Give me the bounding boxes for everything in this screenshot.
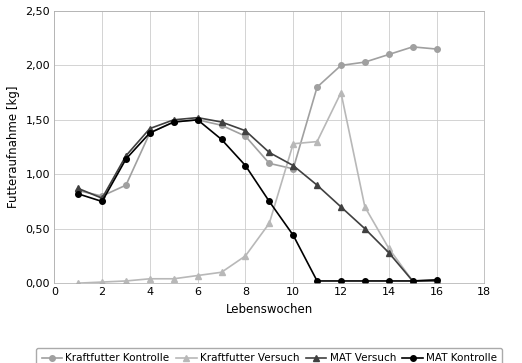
MAT Versuch [266,150,272,155]
Kraftfutter Versuch [314,139,320,144]
Legend: Kraftfutter Kontrolle, Kraftfutter Versuch, MAT Versuch, MAT Kontrolle: Kraftfutter Kontrolle, Kraftfutter Versu… [37,348,502,363]
Kraftfutter Kontrolle [266,161,272,166]
Kraftfutter Kontrolle [314,85,320,89]
Kraftfutter Kontrolle [242,134,248,138]
MAT Versuch [99,196,105,200]
Kraftfutter Kontrolle [362,60,368,64]
MAT Kontrolle [75,192,81,196]
Kraftfutter Versuch [123,279,129,283]
Kraftfutter Versuch [218,270,224,274]
MAT Kontrolle [290,233,296,237]
MAT Kontrolle [266,199,272,204]
Kraftfutter Kontrolle [123,183,129,187]
MAT Versuch [242,129,248,133]
MAT Versuch [123,154,129,158]
Kraftfutter Versuch [99,280,105,284]
Kraftfutter Versuch [362,205,368,209]
Line: MAT Kontrolle: MAT Kontrolle [75,117,440,284]
Kraftfutter Versuch [386,246,392,250]
MAT Kontrolle [338,279,344,283]
MAT Kontrolle [314,279,320,283]
Kraftfutter Kontrolle [338,63,344,68]
MAT Kontrolle [410,279,416,283]
Line: MAT Versuch: MAT Versuch [75,115,440,284]
Kraftfutter Kontrolle [433,47,440,51]
MAT Versuch [290,163,296,168]
MAT Kontrolle [386,279,392,283]
MAT Versuch [195,115,201,120]
Kraftfutter Kontrolle [99,194,105,198]
MAT Versuch [171,118,177,122]
MAT Kontrolle [171,120,177,124]
Kraftfutter Kontrolle [218,123,224,127]
MAT Kontrolle [433,278,440,282]
MAT Kontrolle [147,131,153,135]
Line: Kraftfutter Versuch: Kraftfutter Versuch [75,90,440,286]
Kraftfutter Versuch [266,221,272,225]
Kraftfutter Versuch [75,281,81,285]
Kraftfutter Kontrolle [75,188,81,193]
MAT Versuch [218,120,224,124]
Kraftfutter Kontrolle [195,118,201,122]
Kraftfutter Versuch [290,142,296,146]
Kraftfutter Kontrolle [410,45,416,49]
MAT Versuch [147,126,153,131]
MAT Kontrolle [242,163,248,168]
Kraftfutter Versuch [433,278,440,282]
MAT Versuch [75,186,81,191]
Kraftfutter Versuch [171,277,177,281]
Kraftfutter Kontrolle [290,167,296,171]
Kraftfutter Kontrolle [386,52,392,57]
MAT Kontrolle [195,118,201,122]
Kraftfutter Versuch [195,273,201,278]
MAT Versuch [362,227,368,231]
Kraftfutter Kontrolle [171,120,177,124]
MAT Versuch [433,279,440,283]
Kraftfutter Kontrolle [147,131,153,135]
MAT Kontrolle [218,137,224,142]
Kraftfutter Versuch [338,90,344,95]
X-axis label: Lebenswochen: Lebenswochen [226,303,313,316]
MAT Kontrolle [123,157,129,161]
Line: Kraftfutter Kontrolle: Kraftfutter Kontrolle [75,44,440,199]
MAT Versuch [410,279,416,283]
Kraftfutter Versuch [147,277,153,281]
MAT Versuch [314,183,320,187]
MAT Kontrolle [362,279,368,283]
MAT Versuch [338,205,344,209]
MAT Kontrolle [99,199,105,204]
Y-axis label: Futteraufnahme [kg]: Futteraufnahme [kg] [7,86,20,208]
MAT Versuch [386,250,392,255]
Kraftfutter Versuch [242,254,248,258]
Kraftfutter Versuch [410,279,416,283]
